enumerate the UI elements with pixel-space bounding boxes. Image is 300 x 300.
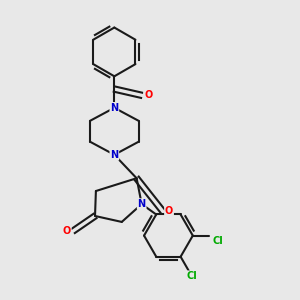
Text: Cl: Cl	[212, 236, 223, 246]
Text: O: O	[63, 226, 71, 236]
Text: N: N	[110, 103, 118, 113]
Text: O: O	[165, 206, 173, 216]
Text: Cl: Cl	[187, 271, 198, 281]
Text: N: N	[110, 150, 118, 160]
Text: O: O	[144, 90, 152, 100]
Text: N: N	[138, 199, 146, 209]
